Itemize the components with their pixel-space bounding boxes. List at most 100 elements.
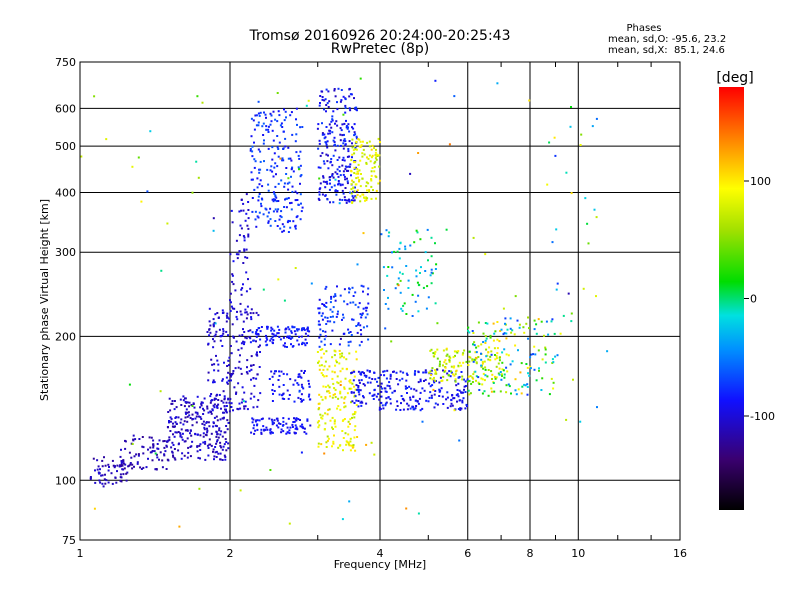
data-point (295, 118, 297, 121)
data-point (326, 320, 329, 323)
data-point (295, 133, 298, 136)
data-point (257, 124, 260, 127)
data-point (370, 178, 373, 181)
data-point (332, 110, 335, 113)
data-point (543, 334, 545, 337)
data-point (212, 379, 215, 382)
data-point (484, 335, 487, 338)
data-point (221, 309, 224, 312)
data-point (271, 129, 274, 132)
data-point (391, 251, 393, 254)
data-point (328, 129, 331, 132)
data-point (249, 337, 252, 340)
data-point (114, 465, 116, 468)
data-point (552, 381, 555, 384)
data-point (379, 374, 382, 376)
data-point (341, 164, 344, 167)
data-point (370, 156, 373, 159)
data-point (334, 189, 337, 192)
data-point (325, 306, 328, 308)
data-point (401, 272, 404, 275)
data-point (436, 348, 439, 351)
data-point (246, 224, 249, 227)
data-point (432, 379, 435, 382)
data-point (344, 377, 347, 380)
data-point (323, 365, 326, 368)
data-point (380, 233, 383, 236)
data-point (461, 378, 464, 381)
data-point (296, 199, 299, 201)
data-point (382, 370, 385, 373)
data-point (163, 440, 166, 442)
data-point (328, 408, 331, 411)
data-point (528, 327, 530, 330)
data-point (345, 125, 348, 127)
data-point (499, 371, 502, 373)
data-point (339, 139, 342, 142)
data-point (357, 389, 360, 392)
data-point (399, 370, 402, 373)
data-point (278, 328, 281, 331)
data-point (327, 384, 330, 387)
data-point (149, 446, 152, 449)
data-point (253, 384, 256, 387)
data-point (349, 191, 352, 194)
data-point (506, 370, 509, 373)
data-point (304, 332, 307, 335)
data-point (331, 329, 334, 332)
data-point (371, 167, 374, 169)
data-point (351, 142, 353, 145)
data-point (340, 99, 343, 102)
data-point (174, 425, 176, 428)
data-point (233, 386, 236, 389)
data-point (210, 411, 212, 413)
grid (80, 62, 680, 540)
data-point (359, 200, 362, 203)
data-point (504, 322, 506, 325)
data-point (111, 459, 114, 462)
data-point (501, 361, 504, 364)
data-point (259, 179, 262, 182)
data-point (97, 471, 100, 474)
data-point (468, 393, 471, 396)
x-tick-label: 6 (464, 547, 471, 560)
data-point (168, 397, 171, 400)
data-point (403, 399, 406, 402)
data-point (317, 445, 320, 448)
data-point (360, 314, 363, 316)
data-point (184, 411, 187, 414)
data-point (257, 216, 260, 219)
data-point (406, 392, 408, 394)
data-point (347, 148, 350, 150)
data-point (182, 395, 185, 398)
data-point (240, 313, 243, 316)
data-point (416, 281, 419, 284)
data-point (300, 174, 303, 176)
data-point (226, 382, 229, 385)
data-point (229, 373, 232, 376)
data-point (350, 387, 353, 390)
data-point (131, 467, 134, 470)
data-point (206, 427, 208, 430)
data-point (220, 430, 223, 433)
data-point (250, 431, 253, 434)
data-point (214, 313, 217, 316)
data-point (273, 329, 276, 332)
data-point (321, 303, 324, 305)
data-point (406, 387, 409, 389)
data-point (234, 289, 237, 292)
data-point (376, 380, 378, 383)
data-point (350, 401, 352, 404)
data-point (475, 379, 477, 382)
data-point (327, 106, 330, 108)
data-point (500, 378, 503, 381)
data-point (357, 370, 360, 373)
data-point (365, 402, 368, 405)
data-point (306, 419, 309, 422)
data-point (319, 166, 322, 169)
data-point (386, 384, 389, 387)
data-point (196, 411, 199, 414)
data-point (487, 369, 490, 371)
data-point (237, 382, 240, 385)
data-point (283, 119, 286, 122)
